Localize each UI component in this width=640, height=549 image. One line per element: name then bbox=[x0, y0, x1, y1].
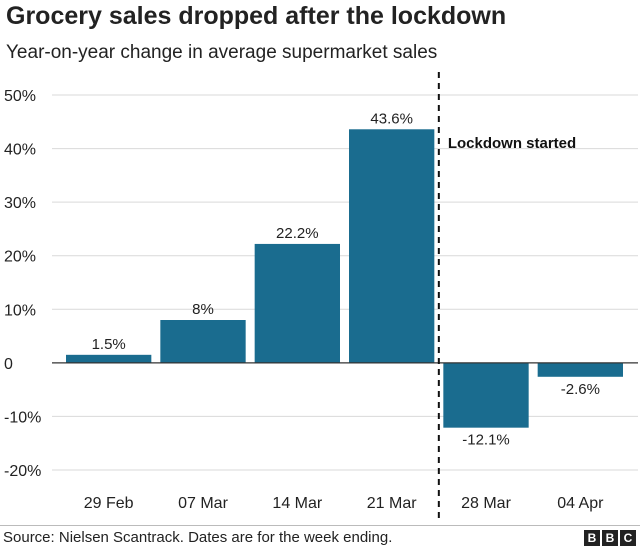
lockdown-annotation: Lockdown started bbox=[448, 135, 576, 152]
data-label: 1.5% bbox=[92, 336, 126, 353]
bbc-logo: B B C bbox=[584, 530, 636, 546]
bar bbox=[537, 362, 623, 377]
logo-letter-c: C bbox=[620, 530, 636, 546]
y-tick-label: 20% bbox=[4, 249, 36, 266]
x-tick-label: 21 Mar bbox=[367, 495, 417, 512]
source-note: Source: Nielsen Scantrack. Dates are for… bbox=[3, 529, 393, 546]
y-tick-label: 50% bbox=[4, 88, 36, 105]
chart-subtitle: Year-on-year change in average supermark… bbox=[6, 42, 438, 63]
logo-letter-b2: B bbox=[602, 530, 618, 546]
footer-divider bbox=[0, 525, 640, 526]
bar bbox=[254, 243, 340, 363]
y-tick-label: -20% bbox=[4, 463, 41, 480]
data-label: -2.6% bbox=[561, 381, 600, 398]
bar bbox=[160, 320, 246, 363]
x-tick-label: 29 Feb bbox=[84, 495, 134, 512]
y-tick-label: 10% bbox=[4, 302, 36, 319]
bar-chart: 50% 40% 30% 20% 10% 0 -10% -20% 1.5% 29 Feb 8% 07 M… bbox=[4, 72, 638, 520]
data-label: 43.6% bbox=[370, 110, 413, 127]
y-tick-label: 40% bbox=[4, 142, 36, 159]
x-tick-label: 07 Mar bbox=[178, 495, 228, 512]
bar bbox=[66, 354, 152, 363]
logo-letter-b1: B bbox=[584, 530, 600, 546]
chart-title: Grocery sales dropped after the lockdown bbox=[6, 2, 507, 30]
data-label: -12.1% bbox=[462, 432, 510, 449]
data-label: 8% bbox=[192, 301, 214, 318]
y-tick-label: 0 bbox=[4, 356, 13, 373]
x-tick-label: 14 Mar bbox=[272, 495, 322, 512]
data-label: 22.2% bbox=[276, 225, 319, 242]
bar bbox=[443, 362, 529, 428]
x-tick-label: 28 Mar bbox=[461, 495, 511, 512]
y-tick-label: -10% bbox=[4, 409, 41, 426]
y-tick-label: 30% bbox=[4, 195, 36, 212]
bar bbox=[349, 129, 435, 363]
x-tick-label: 04 Apr bbox=[557, 495, 604, 512]
